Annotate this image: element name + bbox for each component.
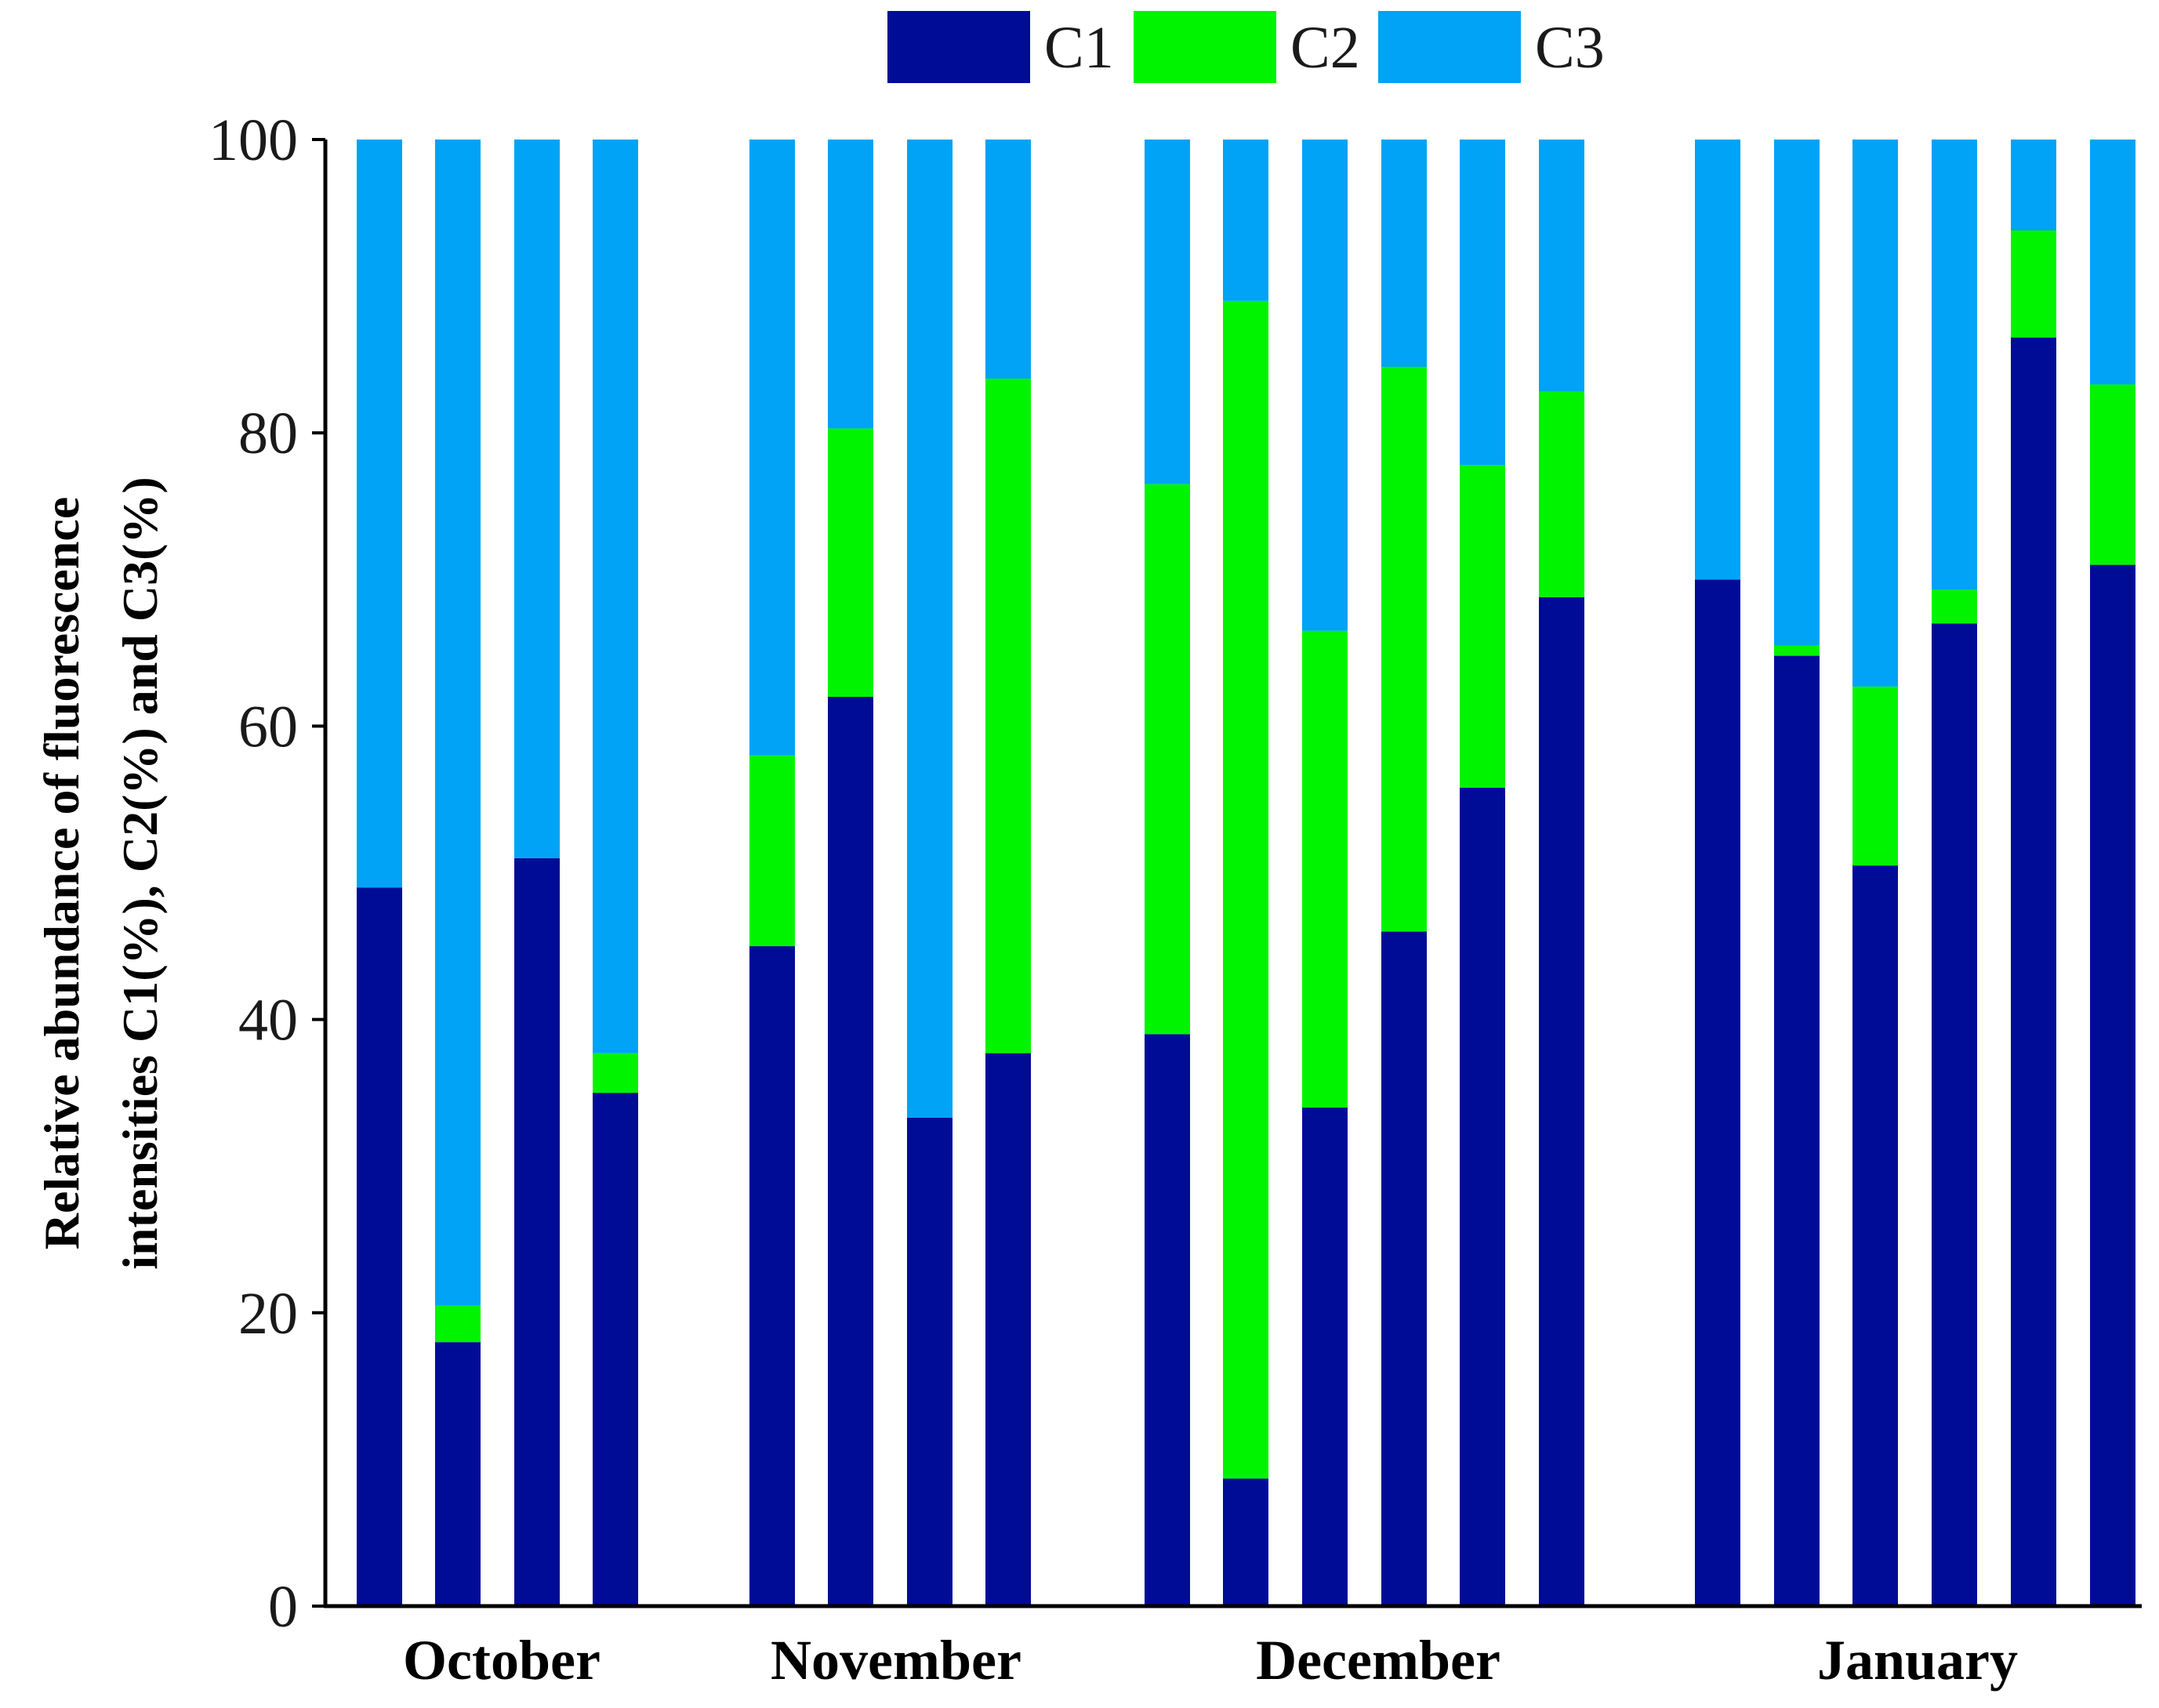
bar-december-3-c2 [1302, 631, 1348, 1108]
legend-swatch-c3 [1378, 11, 1521, 83]
bar-january-6-c3 [2090, 140, 2135, 384]
bar-november-4-c2 [985, 379, 1031, 1053]
legend: C1 C2 C3 [887, 11, 1605, 83]
bar-december-5-c2 [1460, 465, 1505, 788]
bar-january-5-c2 [2011, 230, 2056, 338]
bar-january-4-c3 [1932, 140, 1977, 589]
bars-layer [357, 140, 2135, 1606]
bar-december-2-c2 [1223, 301, 1268, 1478]
bar-december-6-c2 [1539, 392, 1584, 597]
bar-december-1-c3 [1145, 140, 1190, 484]
bar-october-4-c2 [593, 1053, 638, 1093]
bar-december-6-c1 [1539, 597, 1584, 1606]
bar-january-3-c1 [1852, 865, 1898, 1606]
bar-december-1-c1 [1145, 1034, 1190, 1606]
legend-label-c3: C3 [1535, 15, 1605, 81]
bar-november-4-c1 [985, 1053, 1031, 1606]
bar-december-1-c2 [1145, 484, 1190, 1035]
x-group-label-october: October [403, 1629, 601, 1692]
bar-november-3-c1 [907, 1118, 952, 1606]
bar-november-4-c3 [985, 140, 1031, 379]
y-axis-label: Relative abundance of fluorescence inten… [34, 477, 168, 1270]
bar-december-2-c1 [1223, 1478, 1268, 1606]
bar-november-1-c2 [749, 756, 795, 946]
x-group-label-january: January [1817, 1629, 2018, 1692]
y-tick-label: 20 [238, 1281, 298, 1347]
bar-december-6-c3 [1539, 140, 1584, 392]
bar-october-4-c3 [593, 140, 638, 1053]
legend-label-c2: C2 [1290, 15, 1360, 81]
bar-october-2-c3 [435, 140, 481, 1305]
bar-november-2-c3 [828, 140, 873, 429]
bar-december-3-c3 [1302, 140, 1348, 631]
x-group-label-december: December [1256, 1629, 1500, 1692]
legend-swatch-c2 [1134, 11, 1276, 83]
stacked-bar-chart: 0 20 40 60 80 100 October November December Janu… [0, 0, 2159, 1708]
y-ticks: 0 20 40 60 80 100 [209, 107, 325, 1640]
bar-december-4-c3 [1381, 140, 1427, 367]
bar-january-5-c3 [2011, 140, 2056, 230]
bar-december-4-c2 [1381, 367, 1427, 931]
bar-october-4-c1 [593, 1093, 638, 1606]
bar-december-5-c3 [1460, 140, 1505, 465]
bar-november-3-c3 [907, 140, 952, 1118]
bar-october-1-c3 [357, 140, 402, 887]
bar-october-3-c1 [514, 858, 560, 1606]
y-axis-label-line-2: intensities C1(%), C2(%) and C3(%) [112, 477, 168, 1270]
bar-january-4-c1 [1932, 623, 1977, 1606]
bar-october-3-c3 [514, 140, 560, 858]
bar-january-3-c3 [1852, 140, 1898, 687]
y-tick-label: 40 [238, 988, 298, 1053]
bar-october-1-c1 [357, 887, 402, 1606]
bar-december-4-c1 [1381, 931, 1427, 1606]
bar-november-2-c2 [828, 429, 873, 697]
y-tick-label: 0 [268, 1574, 298, 1640]
bar-january-6-c1 [2090, 565, 2135, 1606]
y-tick-label: 60 [238, 694, 298, 760]
bar-december-2-c3 [1223, 140, 1268, 301]
bar-october-2-c1 [435, 1342, 481, 1606]
bar-january-4-c2 [1932, 589, 1977, 623]
bar-january-1-c1 [1695, 579, 1740, 1606]
bar-january-1-c3 [1695, 140, 1740, 579]
x-group-labels: October November December January [403, 1629, 2018, 1692]
bar-october-2-c2 [435, 1305, 481, 1342]
bar-january-2-c3 [1774, 140, 1820, 645]
legend-swatch-c1 [887, 11, 1030, 83]
bar-january-3-c2 [1852, 687, 1898, 865]
y-tick-label: 80 [238, 401, 298, 466]
bar-november-1-c3 [749, 140, 795, 756]
legend-label-c1: C1 [1044, 15, 1114, 81]
bar-january-2-c1 [1774, 656, 1820, 1606]
bar-november-2-c1 [828, 697, 873, 1606]
y-axis-label-line-1: Relative abundance of fluorescence [34, 497, 89, 1249]
bar-january-2-c2 [1774, 645, 1820, 655]
bar-november-1-c1 [749, 946, 795, 1606]
x-group-label-november: November [771, 1629, 1021, 1692]
bar-december-3-c1 [1302, 1108, 1348, 1606]
bar-january-6-c2 [2090, 384, 2135, 564]
y-tick-label: 100 [209, 107, 298, 173]
bar-december-5-c1 [1460, 788, 1505, 1606]
bar-january-5-c1 [2011, 338, 2056, 1606]
